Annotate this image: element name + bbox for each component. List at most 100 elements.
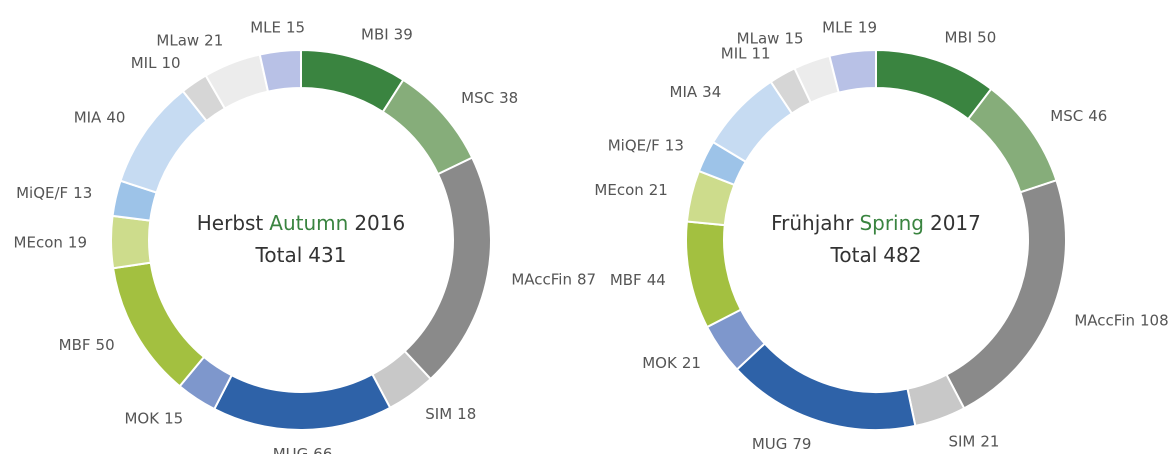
value: 19: [858, 18, 877, 36]
value: 18: [457, 405, 476, 423]
segment: [111, 261, 206, 388]
total: 482: [883, 243, 921, 267]
value: 13: [73, 183, 92, 201]
segment-label: MUG 66: [273, 444, 333, 454]
value: 108: [1140, 311, 1168, 329]
value: 21: [649, 181, 668, 199]
category: MiQE/F: [608, 136, 660, 154]
value: 87: [577, 270, 596, 288]
category: MAccFin: [511, 270, 572, 288]
segment: [403, 156, 492, 381]
segment-label: MIL 11: [721, 44, 771, 62]
category: MIA: [670, 83, 698, 101]
category: MSC: [461, 89, 494, 107]
segment-label: MUG 79: [752, 435, 812, 453]
segment: [119, 89, 208, 194]
segment: [966, 87, 1058, 194]
value: 34: [702, 83, 721, 101]
segment-label: MLE 15: [250, 18, 305, 36]
category: MLE: [250, 18, 281, 36]
value: 15: [164, 409, 183, 427]
segment: [828, 48, 877, 94]
segment-label: MIA 34: [670, 83, 722, 101]
segment: [381, 78, 474, 176]
value: 21: [204, 31, 223, 49]
total-label: Total: [255, 243, 303, 267]
category: MOK: [124, 409, 160, 427]
segment: [110, 214, 152, 270]
category: MBI: [361, 25, 389, 43]
category: MLE: [822, 18, 853, 36]
value: 44: [647, 271, 666, 289]
segment-label: MBF 44: [610, 271, 666, 289]
category: MOK: [642, 354, 678, 372]
category: MAccFin: [1074, 311, 1135, 329]
segment-label: MEcon 21: [594, 181, 667, 199]
segment-label: SIM 21: [948, 432, 999, 450]
category: MEcon: [594, 181, 643, 199]
value: 50: [96, 336, 115, 354]
segment: [875, 48, 993, 121]
title-de: Frühjahr: [771, 211, 854, 235]
title-en: Autumn: [269, 211, 348, 235]
category: MUG: [273, 444, 309, 454]
value: 15: [784, 29, 803, 47]
segment-label: MOK 15: [124, 409, 183, 427]
category: MiQE/F: [16, 183, 68, 201]
center-total: Total 482: [830, 243, 922, 267]
value: 66: [313, 444, 332, 454]
segment-label: MiQE/F 13: [608, 136, 684, 154]
category: MIA: [74, 108, 102, 126]
value: 10: [161, 54, 180, 72]
segment-label: MLE 19: [822, 18, 877, 36]
segment: [685, 220, 743, 329]
category: SIM: [948, 432, 975, 450]
segment-label: MIA 40: [74, 108, 126, 126]
segment-label: MLaw 21: [156, 31, 223, 49]
category: MEcon: [14, 233, 63, 251]
segment-label: MBF 50: [59, 336, 115, 354]
value: 21: [682, 354, 701, 372]
center-title: Herbst Autumn 2016: [197, 211, 405, 235]
segment: [258, 48, 302, 93]
category: MBI: [945, 28, 973, 46]
total-label: Total: [830, 243, 878, 267]
value: 40: [106, 108, 125, 126]
value: 19: [68, 233, 87, 251]
segment-label: MBI 39: [361, 25, 413, 43]
category: MUG: [752, 435, 788, 453]
value: 13: [665, 136, 684, 154]
value: 11: [752, 44, 771, 62]
category: MBF: [610, 271, 642, 289]
value: 15: [286, 18, 305, 36]
segment-label: MSC 46: [1050, 106, 1107, 124]
title-de: Herbst: [197, 211, 264, 235]
value: 79: [792, 435, 811, 453]
year: 2017: [930, 211, 981, 235]
segment-label: MLaw 15: [737, 29, 804, 47]
value: 21: [980, 432, 999, 450]
segment: [212, 372, 392, 431]
value: 50: [977, 28, 996, 46]
category: SIM: [425, 405, 452, 423]
segment-label: MSC 38: [461, 89, 518, 107]
value: 39: [394, 25, 413, 43]
segment-label: MAccFin 108: [1074, 311, 1168, 329]
category: MLaw: [156, 31, 199, 49]
value: 38: [499, 89, 518, 107]
segment-label: MBI 50: [945, 28, 997, 46]
segment-label: SIM 18: [425, 405, 476, 423]
segment-label: MiQE/F 13: [16, 183, 92, 201]
category: MSC: [1050, 106, 1083, 124]
category: MIL: [131, 54, 157, 72]
segment-label: MIL 10: [131, 54, 181, 72]
value: 46: [1088, 106, 1107, 124]
segment: [735, 342, 917, 431]
segment-label: MOK 21: [642, 354, 701, 372]
segment-label: MAccFin 87: [511, 270, 596, 288]
total: 431: [308, 243, 346, 267]
segment-label: MEcon 19: [14, 233, 87, 251]
